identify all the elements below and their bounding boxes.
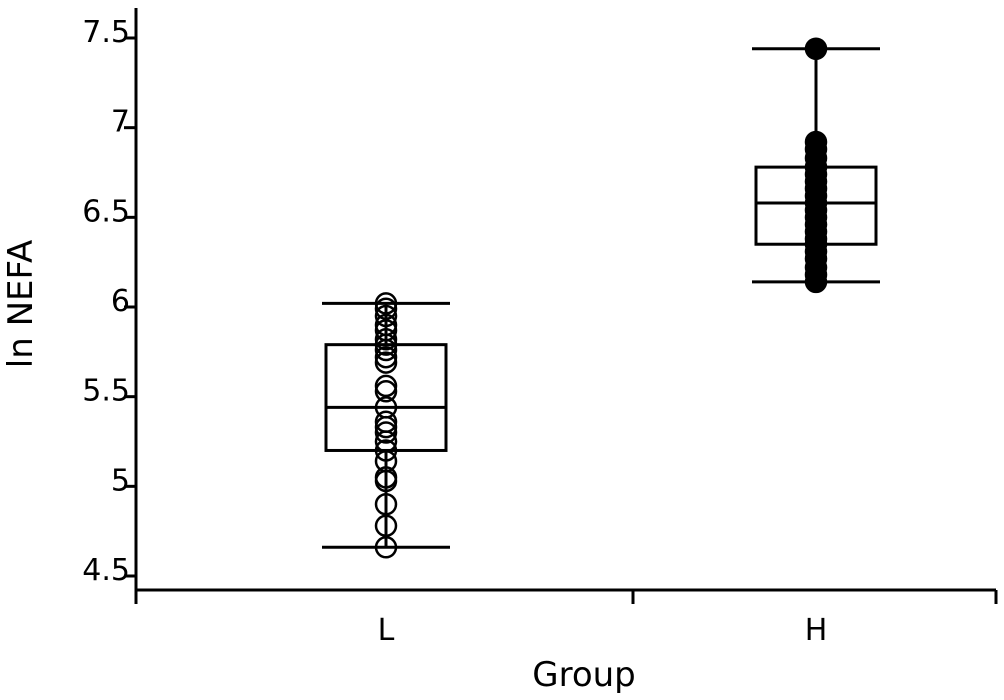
data-point — [374, 466, 398, 489]
x-tick-label: H — [805, 613, 828, 648]
data-point — [374, 514, 398, 538]
y-axis-ticks: 4.5 5 5.5 6 6.5 7 7.5 — [82, 15, 136, 588]
data-point — [374, 345, 398, 369]
data-point — [374, 439, 398, 462]
data-point — [374, 536, 398, 559]
data-point — [374, 351, 398, 374]
y-tick-label: 6.5 — [82, 194, 130, 229]
data-point — [374, 313, 398, 337]
y-tick-label: 6 — [111, 284, 130, 319]
y-tick-label: 4.5 — [82, 553, 130, 588]
box-group-L — [322, 292, 450, 559]
data-point — [804, 37, 828, 61]
x-axis-title: Group — [532, 655, 636, 695]
y-tick-label: 5 — [111, 463, 130, 498]
x-tick-label: L — [378, 613, 395, 648]
y-tick-label: 7 — [111, 105, 130, 140]
box-group-H — [752, 37, 880, 294]
data-point — [374, 304, 398, 328]
box-series — [322, 37, 880, 559]
data-point — [374, 374, 398, 398]
data-point — [374, 297, 398, 321]
data-point — [374, 493, 398, 516]
data-point — [374, 319, 398, 342]
data-point — [374, 396, 398, 419]
y-tick-label: 7.5 — [82, 15, 130, 50]
data-point — [374, 292, 398, 315]
y-axis-title: ln NEFA — [1, 240, 41, 368]
axes — [134, 8, 996, 604]
data-point — [804, 130, 828, 154]
y-tick-label: 5.5 — [82, 374, 130, 409]
data-point — [374, 328, 398, 351]
data-point — [374, 380, 398, 403]
data-point — [374, 421, 398, 444]
data-point — [374, 410, 398, 434]
